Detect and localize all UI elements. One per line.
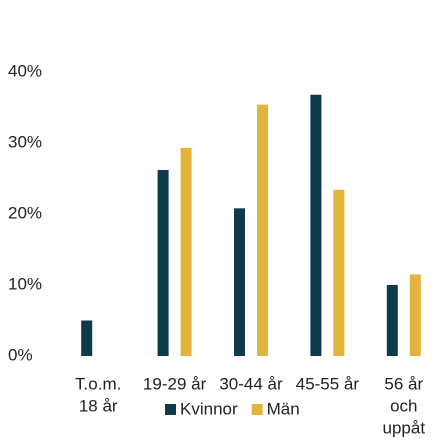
y-tick-label: 0% [8, 345, 33, 364]
x-tick-label: 19-29 år [143, 374, 207, 393]
x-tick-label: 30-44 år [219, 374, 283, 393]
x-tick-label: uppåt [383, 418, 426, 437]
legend-label: Kvinnor [180, 399, 238, 418]
x-tick-label: 45-55 år [296, 374, 360, 393]
x-tick-label: 56 år [384, 374, 423, 393]
bar [409, 274, 421, 356]
bar [310, 94, 322, 356]
y-tick-label: 10% [8, 274, 42, 293]
bar [333, 189, 345, 356]
bar [81, 320, 93, 356]
legend-swatch [251, 404, 263, 415]
x-tick-label: 18 år [79, 396, 118, 415]
legend-label: Män [267, 399, 300, 418]
bar [180, 147, 192, 356]
bar [386, 285, 398, 356]
bar [157, 169, 169, 356]
y-tick-label: 30% [8, 132, 42, 151]
x-tick-label: och [390, 396, 417, 415]
bar [257, 104, 268, 356]
legend-swatch [165, 404, 176, 415]
x-tick-label: T.o.m. [75, 374, 121, 393]
y-tick-label: 20% [8, 203, 42, 222]
y-tick-label: 40% [8, 61, 42, 80]
bar [234, 208, 245, 356]
